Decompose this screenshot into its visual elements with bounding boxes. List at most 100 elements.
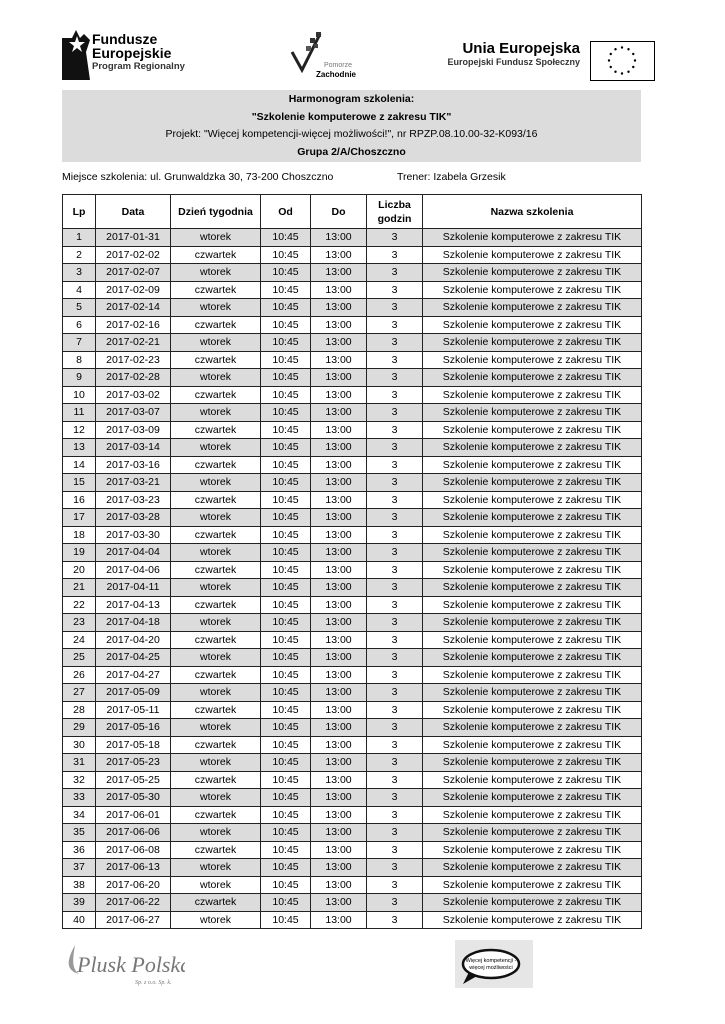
wiecej-kompetencji-logo: Więcej kompetencji - więcej możliwości (455, 940, 533, 988)
end-cell: 13:00 (310, 508, 367, 527)
eu-star-icon (609, 52, 612, 56)
table-row: 16 2017-03-23 czwartek 10:45 13:00 3 Szkolenie… (62, 490, 642, 509)
course-name-cell: Szkolenie komputerowe z zakresu TIK (422, 543, 642, 562)
weekday-cell: wtorek (170, 858, 261, 877)
table-row: 1 2017-01-31 wtorek 10:45 13:00 3 Szkolenie ko… (62, 228, 642, 247)
weekday-cell: wtorek (170, 910, 261, 929)
course-name-cell: Szkolenie komputerowe z zakresu TIK (422, 700, 642, 719)
hours-cell: 3 (366, 525, 423, 544)
start-cell: 10:45 (260, 840, 311, 859)
start-cell: 10:45 (260, 718, 311, 737)
lp-cell: 30 (62, 735, 96, 754)
lp-cell: 21 (62, 578, 96, 597)
course-name-cell: Szkolenie komputerowe z zakresu TIK (422, 508, 642, 527)
lp-cell: 18 (62, 525, 96, 544)
start-cell: 10:45 (260, 683, 311, 702)
table-row: 33 2017-05-30 wtorek 10:45 13:00 3 Szkolenie k… (62, 788, 642, 807)
end-cell: 13:00 (310, 840, 367, 859)
weekday-cell: czwartek (170, 525, 261, 544)
hours-cell: 3 (366, 753, 423, 772)
course-name-cell: Szkolenie komputerowe z zakresu TIK (422, 840, 642, 859)
table-row: 32 2017-05-25 czwartek 10:45 13:00 3 Szkolenie… (62, 770, 642, 789)
end-cell: 13:00 (310, 490, 367, 509)
eu-star-icon (614, 48, 617, 51)
date-cell: 2017-02-07 (95, 263, 171, 282)
course-name-cell: Szkolenie komputerowe z zakresu TIK (422, 385, 642, 404)
date-cell: 2017-02-02 (95, 245, 171, 264)
start-cell: 10:45 (260, 613, 311, 632)
start-cell: 10:45 (260, 595, 311, 614)
start-cell: 10:45 (260, 700, 311, 719)
hours-cell: 3 (366, 245, 423, 264)
lp-cell: 37 (62, 858, 96, 877)
end-cell: 13:00 (310, 578, 367, 597)
date-cell: 2017-03-16 (95, 455, 171, 474)
date-cell: 2017-02-28 (95, 368, 171, 387)
course-name-cell: Szkolenie komputerowe z zakresu TIK (422, 753, 642, 772)
lp-cell: 19 (62, 543, 96, 562)
end-cell: 13:00 (310, 228, 367, 247)
table-row: 21 2017-04-11 wtorek 10:45 13:00 3 Szkolenie k… (62, 578, 642, 597)
course-name-cell: Szkolenie komputerowe z zakresu TIK (422, 228, 642, 247)
date-cell: 2017-04-20 (95, 630, 171, 649)
end-cell: 13:00 (310, 893, 367, 912)
end-cell: 13:00 (310, 630, 367, 649)
table-row: 27 2017-05-09 wtorek 10:45 13:00 3 Szkolenie k… (62, 683, 642, 702)
start-cell: 10:45 (260, 735, 311, 754)
table-row: 3 2017-02-07 wtorek 10:45 13:00 3 Szkolenie ko… (62, 263, 642, 282)
hours-cell: 3 (366, 560, 423, 579)
lp-cell: 7 (62, 333, 96, 352)
start-cell: 10:45 (260, 875, 311, 894)
date-cell: 2017-06-06 (95, 823, 171, 842)
date-cell: 2017-06-13 (95, 858, 171, 877)
end-cell: 13:00 (310, 805, 367, 824)
table-row: 17 2017-03-28 wtorek 10:45 13:00 3 Szkolenie k… (62, 508, 642, 527)
table-row: 29 2017-05-16 wtorek 10:45 13:00 3 Szkolenie k… (62, 718, 642, 737)
weekday-cell: czwartek (170, 245, 261, 264)
end-cell: 13:00 (310, 648, 367, 667)
date-cell: 2017-03-14 (95, 438, 171, 457)
end-cell: 13:00 (310, 438, 367, 457)
lp-cell: 25 (62, 648, 96, 667)
plusk-polska-logo: Plusk Polska Sp. z o.o. Sp. k. (65, 940, 191, 990)
end-cell: 13:00 (310, 350, 367, 369)
table-row: 15 2017-03-21 wtorek 10:45 13:00 3 Szkolenie k… (62, 473, 642, 492)
hours-cell: 3 (366, 578, 423, 597)
weekday-cell: czwartek (170, 280, 261, 299)
col-data: Data (95, 194, 171, 229)
hours-cell: 3 (366, 263, 423, 282)
hours-cell: 3 (366, 718, 423, 737)
start-cell: 10:45 (260, 525, 311, 544)
start-cell: 10:45 (260, 473, 311, 492)
lp-cell: 13 (62, 438, 96, 457)
course-name-cell: Szkolenie komputerowe z zakresu TIK (422, 613, 642, 632)
course-name-cell: Szkolenie komputerowe z zakresu TIK (422, 648, 642, 667)
date-cell: 2017-06-27 (95, 910, 171, 929)
lp-cell: 6 (62, 315, 96, 334)
svg-text:Plusk Polska: Plusk Polska (76, 952, 185, 977)
end-cell: 13:00 (310, 298, 367, 317)
table-row: 11 2017-03-07 wtorek 10:45 13:00 3 Szkolenie k… (62, 403, 642, 422)
weekday-cell: wtorek (170, 613, 261, 632)
schedule-table: Lp Data Dzień tygodnia Od Do Liczba godz… (62, 194, 642, 929)
course-name-cell: Szkolenie komputerowe z zakresu TIK (422, 735, 642, 754)
hours-cell: 3 (366, 910, 423, 929)
table-row: 4 2017-02-09 czwartek 10:45 13:00 3 Szkolenie … (62, 280, 642, 299)
weekday-cell: wtorek (170, 788, 261, 807)
hours-cell: 3 (366, 280, 423, 299)
eu-star-icon (627, 48, 630, 51)
hours-cell: 3 (366, 823, 423, 842)
table-row: 18 2017-03-30 czwartek 10:45 13:00 3 Szkolenie… (62, 525, 642, 544)
lp-cell: 26 (62, 665, 96, 684)
end-cell: 13:00 (310, 280, 367, 299)
weekday-cell: wtorek (170, 333, 261, 352)
date-cell: 2017-02-16 (95, 315, 171, 334)
lp-cell: 34 (62, 805, 96, 824)
lp-cell: 36 (62, 840, 96, 859)
eu-star-icon (633, 59, 637, 62)
col-od: Od (260, 194, 311, 229)
hours-cell: 3 (366, 490, 423, 509)
end-cell: 13:00 (310, 665, 367, 684)
date-cell: 2017-06-20 (95, 875, 171, 894)
start-cell: 10:45 (260, 315, 311, 334)
